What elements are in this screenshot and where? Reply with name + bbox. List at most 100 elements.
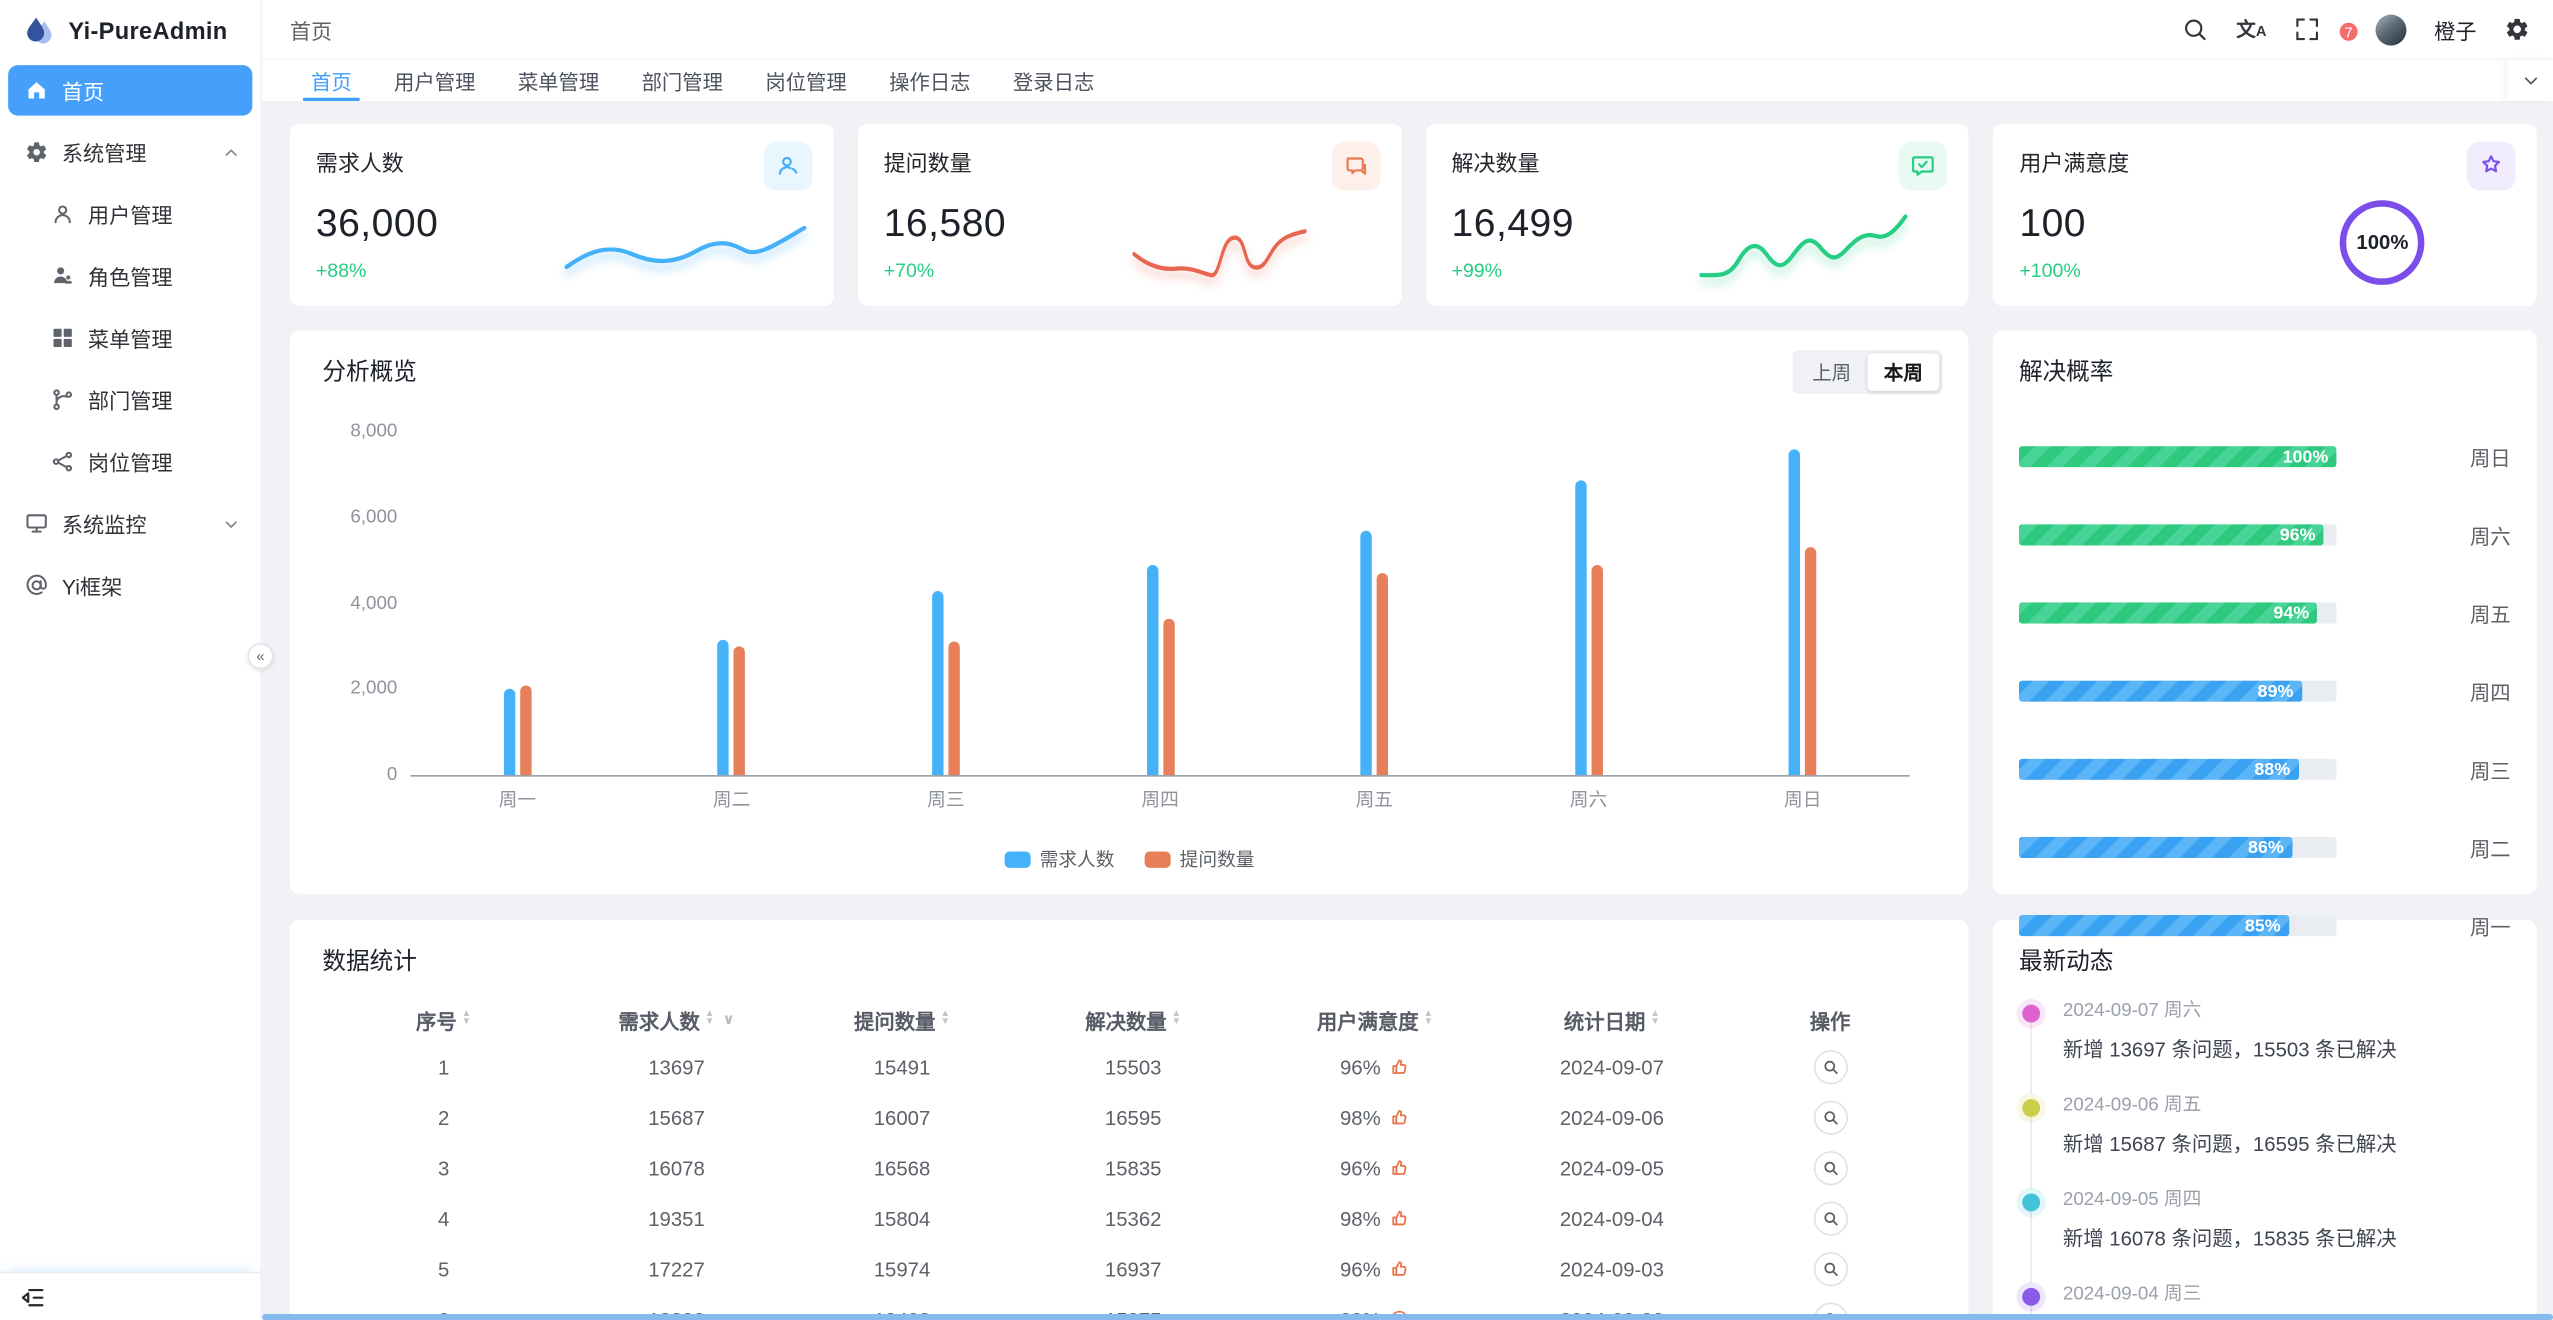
progress-track: 100% <box>2018 446 2337 468</box>
probability-row-周日: 100% 周日 <box>2018 441 2511 472</box>
progress-fill: 85% <box>2018 915 2289 937</box>
view-detail-button[interactable] <box>1812 1151 1848 1186</box>
bar-需求人数-周二 <box>717 639 730 776</box>
search-icon[interactable] <box>2183 16 2209 42</box>
column-header-2[interactable]: 提问数量 ▲ ▼ <box>788 1004 1016 1035</box>
chart-title: 分析概览 <box>322 359 417 386</box>
sidebar-item-3[interactable]: 角色管理 <box>8 251 252 301</box>
magnifier-icon <box>1821 1109 1839 1127</box>
cell-date: 2024-09-04 <box>1559 1207 1664 1231</box>
fullscreen-icon[interactable] <box>2294 16 2320 42</box>
thumbs-up-icon <box>1389 1208 1410 1229</box>
app-logo[interactable]: Yi-PureAdmin <box>0 0 261 65</box>
progress-percent: 94% <box>2273 603 2310 623</box>
grid-icon <box>50 326 74 350</box>
column-header-4[interactable]: 用户满意度 ▲ ▼ <box>1250 1004 1499 1035</box>
menu-fold-icon[interactable] <box>20 1284 46 1310</box>
sort-carets-icon[interactable]: ▲ ▼ <box>1171 1009 1182 1028</box>
cell-index: 4 <box>438 1207 450 1231</box>
legend-item-需求人数[interactable]: 需求人数 <box>1003 847 1115 873</box>
sidebar-item-2[interactable]: 用户管理 <box>8 189 252 239</box>
settings-gear-icon[interactable] <box>2504 16 2530 42</box>
y-axis-label: 6,000 <box>350 507 398 528</box>
cell-solved: 15362 <box>1104 1207 1162 1231</box>
dashboard-content: 需求人数 36,000 +88% 提问数量 <box>262 101 2553 1320</box>
sort-carets-icon[interactable]: ▲ ▼ <box>704 1009 715 1028</box>
table-header-row: 序号 ▲ ▼ 需求人数 ▲ ▼ ∨ 提问数量 ▲ ▼ 解决数量 ▲ ▼ 用户满意度 ▲ ▼ 统计日期 ▲ ▼ 操作 <box>322 996 1936 1042</box>
nodes-icon <box>50 449 74 473</box>
horizontal-scrollbar[interactable] <box>262 1313 2553 1320</box>
tab-5[interactable]: 操作日志 <box>889 71 971 95</box>
toggle-this-week[interactable]: 本周 <box>1867 353 1940 391</box>
thumbs-up-icon <box>1389 1259 1410 1280</box>
sidebar-menu: 首页系统管理用户管理角色管理菜单管理部门管理岗位管理系统监控 Yi框架 <box>0 65 261 610</box>
column-header-1[interactable]: 需求人数 ▲ ▼ ∨ <box>565 1004 788 1035</box>
view-detail-button[interactable] <box>1812 1100 1848 1135</box>
probability-card: 解决概率 100% 周日 96% 周六 94% 周五 89% 周四 88% 周三 86% 周二 85% 周… <box>1992 330 2537 939</box>
column-label: 解决数量 <box>1085 1010 1167 1034</box>
cell-actions <box>1724 1151 1936 1186</box>
view-detail-button[interactable] <box>1812 1201 1848 1236</box>
sort-carets-icon[interactable]: ▲ ▼ <box>1423 1009 1434 1028</box>
bar-提问数量-周日 <box>1805 547 1817 776</box>
sidebar-item-7[interactable]: 系统监控 <box>8 498 252 548</box>
sidebar-item-label: 菜单管理 <box>87 327 173 352</box>
tab-2[interactable]: 菜单管理 <box>517 71 600 95</box>
timeline-dot <box>2022 1287 2041 1306</box>
tab-3[interactable]: 部门管理 <box>641 71 724 95</box>
progress-day-label: 周二 <box>2469 838 2511 862</box>
progress-percent: 88% <box>2254 759 2291 780</box>
stat-card-solved: 解决数量 16,499 +99% <box>1425 123 1969 307</box>
legend-label: 需求人数 <box>1039 851 1115 872</box>
progress-track: 86% <box>2018 836 2337 859</box>
probability-row-周二: 86% 周二 <box>2018 832 2511 863</box>
tab-1[interactable]: 用户管理 <box>394 71 476 95</box>
stat-title: 用户满意度 <box>2019 151 2130 176</box>
translate-icon[interactable]: 文A <box>2236 17 2267 41</box>
sidebar-item-label: 用户管理 <box>87 203 173 228</box>
avatar[interactable] <box>2375 13 2407 45</box>
sort-carets-icon[interactable]: ▲ ▼ <box>1650 1009 1660 1028</box>
column-header-5[interactable]: 统计日期 ▲ ▼ <box>1500 1004 1725 1035</box>
tab-0[interactable]: 首页 <box>290 60 373 101</box>
probability-bars: 100% 周日 96% 周六 94% 周五 89% 周四 88% 周三 86% 周二 85% 周一 <box>2018 441 2511 941</box>
stat-title: 提问数量 <box>883 151 972 176</box>
progress-percent: 100% <box>2282 446 2329 467</box>
bar-group-周四 <box>1146 564 1174 776</box>
bar-chart: 周一 周二 周三 周四 周五 周六 周日 0 2,000 4,000 6,000 8,000 需求人… <box>322 331 1936 894</box>
cell-solved: 16937 <box>1104 1257 1162 1281</box>
cell-solved: 15835 <box>1104 1156 1162 1180</box>
column-header-0[interactable]: 序号 ▲ ▼ <box>322 1004 565 1035</box>
sidebar-item-label: 首页 <box>61 79 105 105</box>
sidebar-item-5[interactable]: 部门管理 <box>8 374 252 424</box>
filter-chevron-icon[interactable]: ∨ <box>722 1010 735 1027</box>
cell-actions <box>1724 1252 1936 1287</box>
tab-4[interactable]: 岗位管理 <box>765 71 847 95</box>
sort-carets-icon[interactable]: ▲ ▼ <box>461 1009 472 1028</box>
droplet-logo-icon <box>21 15 57 51</box>
sidebar-item-6[interactable]: 岗位管理 <box>8 436 252 486</box>
tab-6[interactable]: 登录日志 <box>1012 71 1095 95</box>
timeline-card: 最新动态 2024-09-07 周六 新增 13697 条问题，15503 条已解… <box>1992 919 2537 1320</box>
sidebar-item-1[interactable]: 系统管理 <box>8 127 252 177</box>
x-axis-label: 周三 <box>927 791 965 811</box>
user-icon <box>50 202 74 226</box>
sidebar-item-8[interactable]: Yi框架 <box>8 560 252 610</box>
sort-carets-icon[interactable]: ▲ ▼ <box>940 1009 951 1028</box>
sidebar-item-4[interactable]: 菜单管理 <box>8 313 252 363</box>
x-axis-label: 周六 <box>1569 791 1608 811</box>
view-detail-button[interactable] <box>1812 1050 1848 1085</box>
cell-demand: 13697 <box>648 1055 705 1079</box>
sidebar-item-0[interactable]: 首页 <box>8 65 253 116</box>
sidebar-collapse-button[interactable]: « <box>247 643 274 670</box>
branch-icon <box>50 388 74 412</box>
username[interactable]: 橙子 <box>2434 18 2477 44</box>
column-header-3[interactable]: 解决数量 ▲ ▼ <box>1016 1004 1250 1035</box>
sidebar-item-label: 部门管理 <box>87 389 173 414</box>
stat-card-satisfaction: 用户满意度 100 +100% 100% <box>1993 123 2537 307</box>
legend-item-提问数量[interactable]: 提问数量 <box>1143 847 1255 873</box>
tabbar-dropdown-button[interactable] <box>2507 60 2553 101</box>
view-detail-button[interactable] <box>1812 1252 1848 1287</box>
breadcrumb[interactable]: 首页 <box>289 18 333 44</box>
toggle-last-week[interactable]: 上周 <box>1812 361 1852 385</box>
